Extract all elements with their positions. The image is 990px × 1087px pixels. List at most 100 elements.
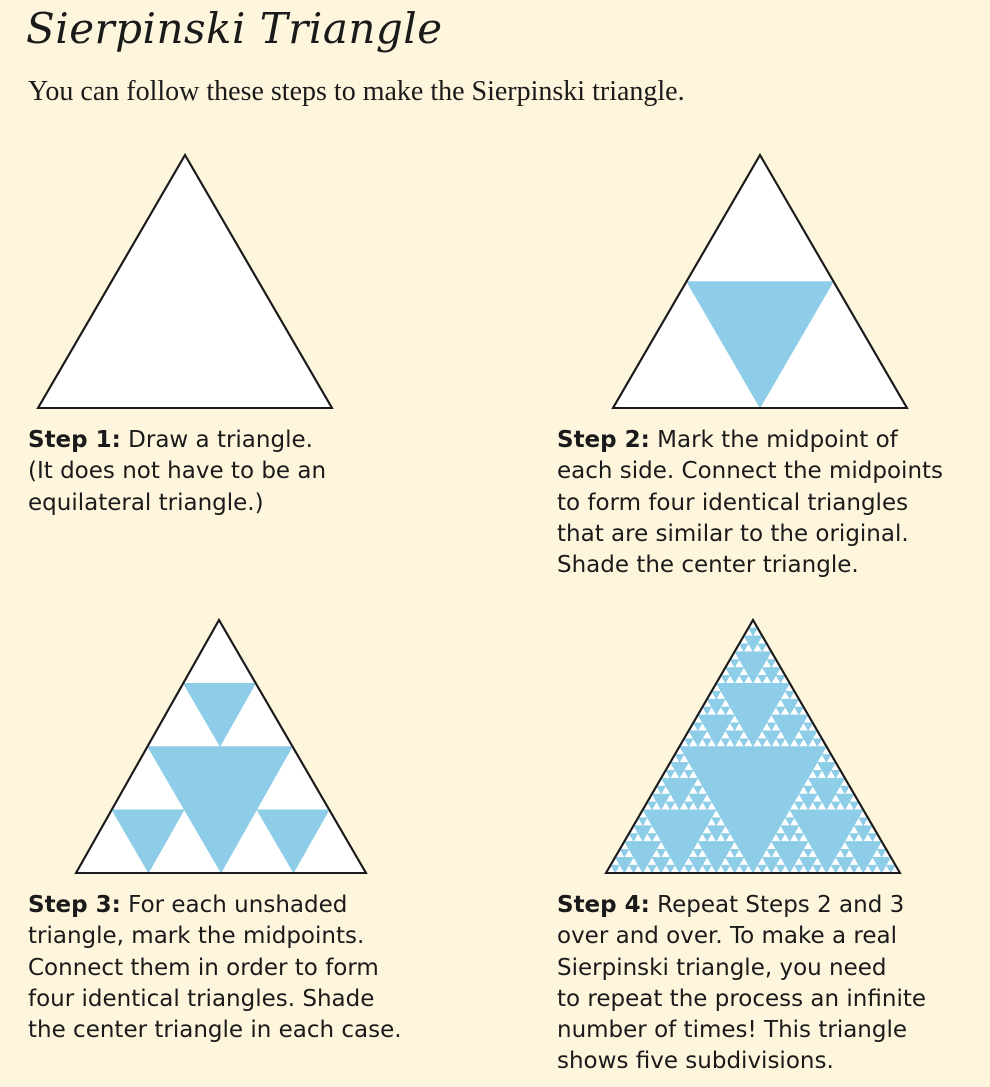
- page-title: Sierpinski Triangle: [26, 4, 443, 53]
- shaded-triangle: [793, 801, 804, 811]
- shaded-triangle: [738, 738, 749, 747]
- shaded-triangle: [711, 817, 722, 827]
- step-1-label: Step 1:: [28, 427, 121, 453]
- shaded-triangle: [720, 738, 731, 747]
- shaded-triangle: [830, 801, 841, 811]
- shaded-triangle: [256, 809, 330, 874]
- shaded-triangle: [683, 769, 694, 779]
- shaded-triangle: [766, 849, 777, 858]
- shaded-triangle: [803, 785, 814, 795]
- step-2-line-5: Shade the center triangle.: [557, 552, 859, 579]
- triangle-outline: [611, 153, 909, 409]
- shaded-triangle: [702, 864, 713, 874]
- shaded-triangle: [876, 849, 887, 858]
- shaded-triangle: [766, 722, 777, 732]
- step-4-line-5: number of times! This triangle: [557, 1017, 908, 1044]
- shaded-triangle: [711, 690, 722, 700]
- shaded-triangle: [812, 738, 823, 747]
- step-4-line-6: shows five subdivisions.: [557, 1048, 834, 1075]
- shaded-triangle: [775, 864, 786, 874]
- triangle-outline: [36, 153, 334, 409]
- shaded-triangle: [637, 817, 648, 827]
- shaded-triangle: [683, 801, 694, 811]
- shaded-triangle: [702, 738, 713, 747]
- step-4-line-2: over and over. To make a real: [557, 923, 897, 950]
- shaded-triangle: [665, 864, 676, 874]
- shaded-triangle: [729, 659, 740, 668]
- shaded-triangle: [757, 643, 768, 653]
- shaded-triangle: [830, 769, 841, 779]
- shaded-triangle: [683, 738, 694, 747]
- shaded-triangle: [646, 864, 657, 874]
- shaded-triangle: [867, 864, 878, 874]
- step-2-line-2: each side. Connect the midpoints: [557, 458, 944, 485]
- shaded-triangle: [803, 849, 814, 858]
- shaded-triangle: [849, 833, 860, 842]
- step-2-line-1: Mark the midpoint of: [657, 427, 898, 453]
- shaded-triangle: [839, 849, 850, 858]
- shaded-triangle: [867, 833, 878, 842]
- shaded-triangle: [812, 801, 823, 811]
- shaded-triangle: [628, 833, 639, 842]
- step-2-triangle: [611, 153, 909, 409]
- step-4-caption: Step 4: Repeat Steps 2 and 3 over and ov…: [557, 890, 926, 1078]
- shaded-triangle: [738, 675, 749, 684]
- step-1-line-2: (It does not have to be an: [28, 458, 327, 485]
- shaded-triangle: [656, 785, 667, 795]
- shaded-triangle: [702, 706, 713, 716]
- shaded-triangle: [628, 864, 639, 874]
- step-3-line-3: Connect them in order to form: [28, 954, 379, 981]
- step-3-line-2: triangle, mark the midpoints.: [28, 923, 365, 950]
- step-1-line-1: Draw a triangle.: [128, 427, 313, 453]
- shaded-triangle: [646, 833, 657, 842]
- shaded-triangle: [839, 785, 850, 795]
- step-1-line-3: equilateral triangle.): [28, 489, 264, 516]
- shaded-triangle: [757, 864, 768, 874]
- shaded-triangle: [702, 833, 713, 842]
- shaded-triangle: [757, 675, 768, 684]
- shaded-triangle: [692, 849, 703, 858]
- shaded-triangle: [720, 864, 731, 874]
- shaded-triangle: [738, 643, 749, 653]
- shaded-triangle: [830, 864, 841, 874]
- step-3-line-5: the center triangle in each case.: [28, 1017, 402, 1044]
- step-1-triangle: [36, 153, 334, 409]
- triangle-outline: [604, 618, 902, 874]
- step-3-line-1: For each unshaded: [128, 892, 348, 918]
- shaded-triangle: [784, 817, 795, 827]
- shaded-triangle: [674, 754, 685, 763]
- step-2-caption: Step 2: Mark the midpoint of each side. …: [557, 425, 943, 581]
- triangle-outline: [74, 617, 368, 874]
- shaded-triangle: [775, 675, 786, 684]
- step-3-triangle: [74, 617, 368, 874]
- shaded-triangle: [812, 864, 823, 874]
- shaded-triangle: [729, 722, 740, 732]
- shaded-triangle: [738, 864, 749, 874]
- step-4-triangle: [604, 618, 902, 874]
- shaded-triangle: [821, 754, 832, 763]
- shaded-triangle: [793, 833, 804, 842]
- shaded-triangle: [812, 769, 823, 779]
- shaded-triangle: [182, 683, 257, 748]
- step-2-line-3: to form four identical triangles: [557, 489, 909, 516]
- step-2-label: Step 2:: [557, 427, 650, 453]
- shaded-triangle: [793, 864, 804, 874]
- shaded-triangle: [111, 809, 185, 874]
- shaded-triangle: [729, 849, 740, 858]
- shaded-triangle: [610, 864, 621, 874]
- shaded-triangle: [665, 769, 676, 779]
- shaded-triangle: [665, 801, 676, 811]
- step-3-caption: Step 3: For each unshaded triangle, mark…: [28, 890, 402, 1046]
- shaded-triangle: [775, 738, 786, 747]
- shaded-triangle: [849, 801, 860, 811]
- shaded-triangle: [692, 785, 703, 795]
- shaded-triangle: [803, 722, 814, 732]
- shaded-triangle: [775, 833, 786, 842]
- shaded-triangle: [766, 659, 777, 668]
- shaded-triangle: [720, 833, 731, 842]
- shaded-triangle: [692, 722, 703, 732]
- step-3-label: Step 3:: [28, 892, 121, 918]
- shaded-triangle: [720, 675, 731, 684]
- shaded-triangle: [793, 706, 804, 716]
- step-4-label: Step 4:: [557, 892, 650, 918]
